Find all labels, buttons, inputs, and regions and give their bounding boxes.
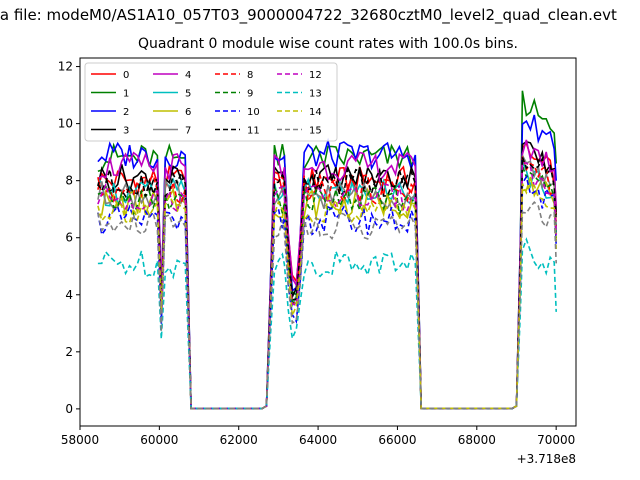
plot-frame	[79, 57, 577, 427]
legend-label-10: 10	[247, 107, 260, 118]
y-tick-label: 6	[65, 231, 73, 245]
figure-suptitle: ta file: modeM0/AS1A10_057T03_9000004722…	[0, 6, 617, 24]
legend-label-9: 9	[247, 89, 253, 100]
legend-label-4: 4	[185, 70, 191, 81]
x-tick-label: 64000	[299, 433, 337, 447]
legend-label-11: 11	[247, 126, 260, 137]
legend-label-14: 14	[309, 107, 322, 118]
y-tick-label: 8	[65, 174, 73, 188]
x-tick-label: 60000	[140, 433, 178, 447]
series-line-14	[97, 182, 557, 410]
y-tick-label: 10	[58, 117, 73, 131]
legend-label-13: 13	[309, 89, 322, 100]
series-layer	[97, 90, 557, 410]
legend-label-15: 15	[309, 126, 322, 137]
axes-layer: 58000 60000 62000 64000 66000 68000 70000 0 2 4 6 8…	[58, 60, 576, 447]
x-tick-label: 58000	[61, 433, 99, 447]
legend-label-7: 7	[185, 126, 191, 137]
legend-label-3: 3	[123, 126, 129, 137]
x-tick-label: 70000	[537, 433, 575, 447]
y-tick-label: 4	[65, 288, 73, 302]
series-line-15	[97, 201, 557, 410]
legend-label-2: 2	[123, 107, 129, 118]
series-line-10	[97, 174, 557, 410]
legend-box	[84, 62, 338, 142]
series-line-9	[97, 165, 557, 410]
series-line-2	[97, 114, 557, 410]
series-line-7	[97, 155, 557, 410]
series-line-13	[97, 237, 557, 410]
legend-label-6: 6	[185, 107, 191, 118]
legend-label-12: 12	[309, 70, 322, 81]
y-tick-label: 0	[65, 402, 73, 416]
legend-label-1: 1	[123, 89, 129, 100]
x-tick-label: 66000	[378, 433, 416, 447]
x-axis-offset-label: +3.718e8	[516, 452, 576, 466]
x-tick-label: 68000	[458, 433, 496, 447]
x-tick-label: 62000	[220, 433, 258, 447]
y-tick-label: 12	[58, 60, 73, 74]
y-tick-label: 2	[65, 345, 73, 359]
chart-title: Quadrant 0 module wise count rates with …	[138, 36, 518, 52]
legend-label-5: 5	[185, 89, 191, 100]
legend-label-8: 8	[247, 70, 253, 81]
legend-label-0: 0	[123, 70, 129, 81]
